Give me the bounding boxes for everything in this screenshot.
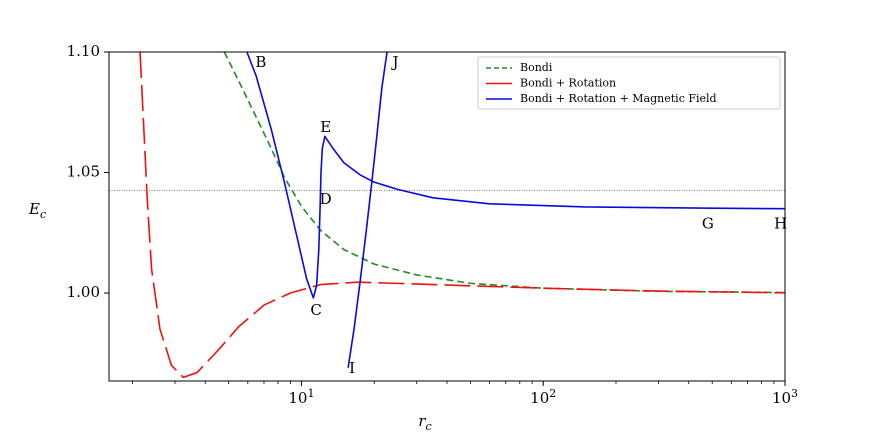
series-1-line — [223, 52, 785, 294]
point-label-h: H — [774, 214, 787, 232]
point-label-b: B — [255, 53, 266, 71]
point-label-e: E — [320, 118, 331, 136]
series-group — [109, 52, 785, 379]
y-tick-label: 1.10 — [67, 42, 100, 60]
plot-area — [109, 52, 785, 379]
legend: Bondi Bondi + Rotation Bondi + Rotation + … — [477, 56, 781, 110]
y-tick-label: 1.05 — [67, 163, 100, 181]
x-tick-label: 101 — [288, 387, 314, 407]
x-axis-label: rc — [418, 412, 431, 433]
legend-label-1: Bondi — [520, 61, 553, 74]
point-labels: B J E D C G H I — [255, 53, 787, 377]
x-tick-label: 103 — [772, 387, 798, 407]
series-2-line — [139, 52, 785, 379]
series-3-line-branch-2 — [347, 52, 388, 368]
point-label-d: D — [320, 190, 332, 208]
point-label-g: G — [702, 214, 714, 232]
x-tick-label: 102 — [530, 387, 556, 407]
series-3-line-branch-1 — [246, 52, 785, 299]
y-tick-label: 1.00 — [67, 283, 100, 301]
legend-box — [477, 56, 781, 110]
y-axis-label: Ec — [28, 200, 46, 221]
legend-label-2: Bondi + Rotation — [520, 77, 616, 90]
point-label-j: J — [391, 53, 399, 71]
legend-label-3: Bondi + Rotation + Magnetic Field — [520, 92, 717, 105]
point-label-c: C — [310, 301, 321, 319]
point-label-i: I — [349, 359, 355, 377]
axes: 1.00 1.05 1.10 101 102 103 rc Ec — [28, 42, 798, 433]
